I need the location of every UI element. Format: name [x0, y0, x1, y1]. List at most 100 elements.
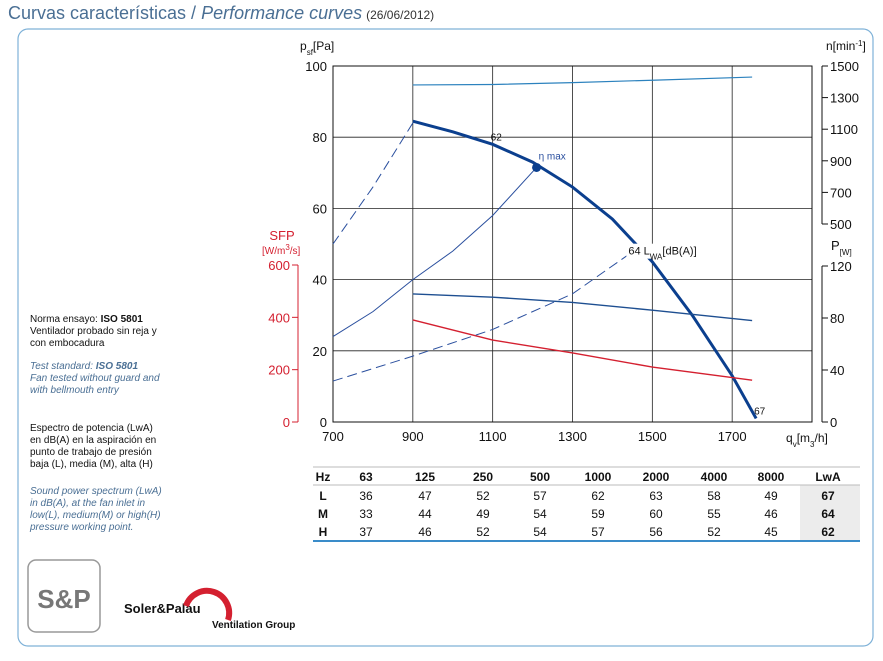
x-label-part: v [793, 440, 797, 449]
series-line [412, 76, 753, 86]
note-text: Norma ensayo: [30, 314, 101, 325]
table-header: 2000 [643, 470, 670, 484]
table-cell: 33 [359, 507, 373, 521]
y3-label: P[W] [831, 238, 852, 257]
y4-unit-part: 3 [285, 243, 290, 252]
y-tick-label: 20 [313, 344, 327, 359]
curve-label: 62 [491, 132, 503, 143]
note-text: Test standard: [30, 361, 96, 372]
y2-tick-label: 1500 [830, 59, 859, 74]
table-cell: 60 [649, 507, 663, 521]
y3-tick-label: 40 [830, 363, 844, 378]
frame [17, 28, 874, 647]
table-header: 125 [415, 470, 435, 484]
logo-mark: S&P [37, 584, 90, 614]
y4-unit-part: /s] [290, 246, 301, 257]
y4-label: SFP [269, 228, 294, 243]
eta-max-label: η max [539, 151, 566, 162]
lwa-label-bg [626, 243, 715, 259]
table-header: 63 [359, 470, 373, 484]
table-cell: L [319, 489, 326, 503]
y-label-part: sf [307, 48, 314, 57]
series-line [332, 254, 629, 382]
note-text: punto de trabajo de presión [30, 447, 152, 458]
table-cell: 54 [533, 525, 547, 539]
y4-tick-label: 400 [268, 310, 290, 325]
table-header: 4000 [701, 470, 728, 484]
table-header: 1000 [585, 470, 612, 484]
table-cell: 62 [591, 489, 605, 503]
lwa-label: 64 LWA[dB(A)] [628, 246, 696, 262]
table-cell: M [318, 507, 328, 521]
table-cell: 52 [707, 525, 721, 539]
y-tick-label: 100 [305, 59, 327, 74]
title: Curvas características / Performance cur… [8, 3, 434, 23]
logo-brand: Soler&Palau [124, 601, 201, 616]
table-cell: 49 [764, 489, 778, 503]
series-line [332, 167, 537, 337]
table-header: 250 [473, 470, 493, 484]
lwa-label-part: 64 L [628, 246, 649, 258]
note-text: con embocadura [30, 338, 105, 349]
x-label-part: 3 [810, 440, 815, 449]
table-cell: 49 [476, 507, 490, 521]
series-line [412, 119, 758, 420]
note-text: en dB(A) en la aspiración en [30, 435, 156, 446]
y4-tick-label: 600 [268, 258, 290, 273]
table-cell: 37 [359, 525, 373, 539]
table-cell: 62 [821, 525, 835, 539]
y2-tick-label: 900 [830, 154, 852, 169]
y4-unit: [W/m3/s] [262, 243, 301, 258]
title-es: Curvas características / [8, 3, 201, 23]
y3-tick-label: 80 [830, 311, 844, 326]
note-text: low(L), medium(M) or high(H) [30, 510, 161, 521]
logo-swoosh [183, 587, 233, 621]
x-tick-label: 700 [322, 429, 344, 444]
table-cell: 46 [764, 507, 778, 521]
logo-group: Ventilation Group [212, 620, 295, 631]
note-line: Norma ensayo: ISO 5801 [30, 314, 143, 325]
logo-box [27, 559, 101, 633]
table-cell: 52 [476, 525, 490, 539]
table-cell: H [319, 525, 328, 539]
y3-label-part: [W] [840, 248, 852, 257]
y4-unit-part: [W/m [262, 246, 285, 257]
eta-max-point [532, 162, 542, 172]
note-line: Test standard: ISO 5801 [30, 361, 138, 372]
table-cell: 58 [707, 489, 721, 503]
note-line: con embocadura [30, 338, 105, 349]
table-header: LwA [815, 470, 841, 484]
table-cell: 54 [533, 507, 547, 521]
note-line: pressure working point. [29, 522, 133, 533]
y-label-part: p [300, 39, 307, 53]
table-header: 8000 [758, 470, 785, 484]
table-cell: 45 [764, 525, 778, 539]
note-line: Fan tested without guard and [30, 373, 160, 384]
series-line [332, 122, 414, 245]
lwa-column-bg [800, 485, 860, 541]
series-line [412, 319, 753, 381]
series-line [412, 293, 753, 322]
y2-tick-label: 1300 [830, 91, 859, 106]
x-tick-label: 1700 [718, 429, 747, 444]
x-tick-label: 1100 [479, 429, 507, 444]
note-bold: ISO 5801 [96, 361, 139, 372]
note-line: en dB(A) en la aspiración en [30, 435, 156, 446]
y3-tick-label: 120 [830, 259, 852, 274]
title-en: Performance curves [201, 3, 362, 23]
table-cell: 46 [418, 525, 432, 539]
note-text: pressure working point. [29, 522, 133, 533]
y2-label-part: ] [862, 39, 865, 53]
note-line: low(L), medium(M) or high(H) [30, 510, 161, 521]
y-label: psf[Pa] [300, 39, 334, 57]
table-cell: 57 [591, 525, 605, 539]
note-text: Espectro de potencia (LwA) [30, 423, 153, 434]
x-label-part: /h] [814, 431, 827, 445]
note-text: in dB(A), at the fan inlet in [30, 498, 146, 509]
x-label-part: [m [797, 431, 810, 445]
table-cell: 56 [649, 525, 663, 539]
y4-tick-label: 200 [268, 363, 290, 378]
lwa-label-part: WA [650, 252, 663, 261]
